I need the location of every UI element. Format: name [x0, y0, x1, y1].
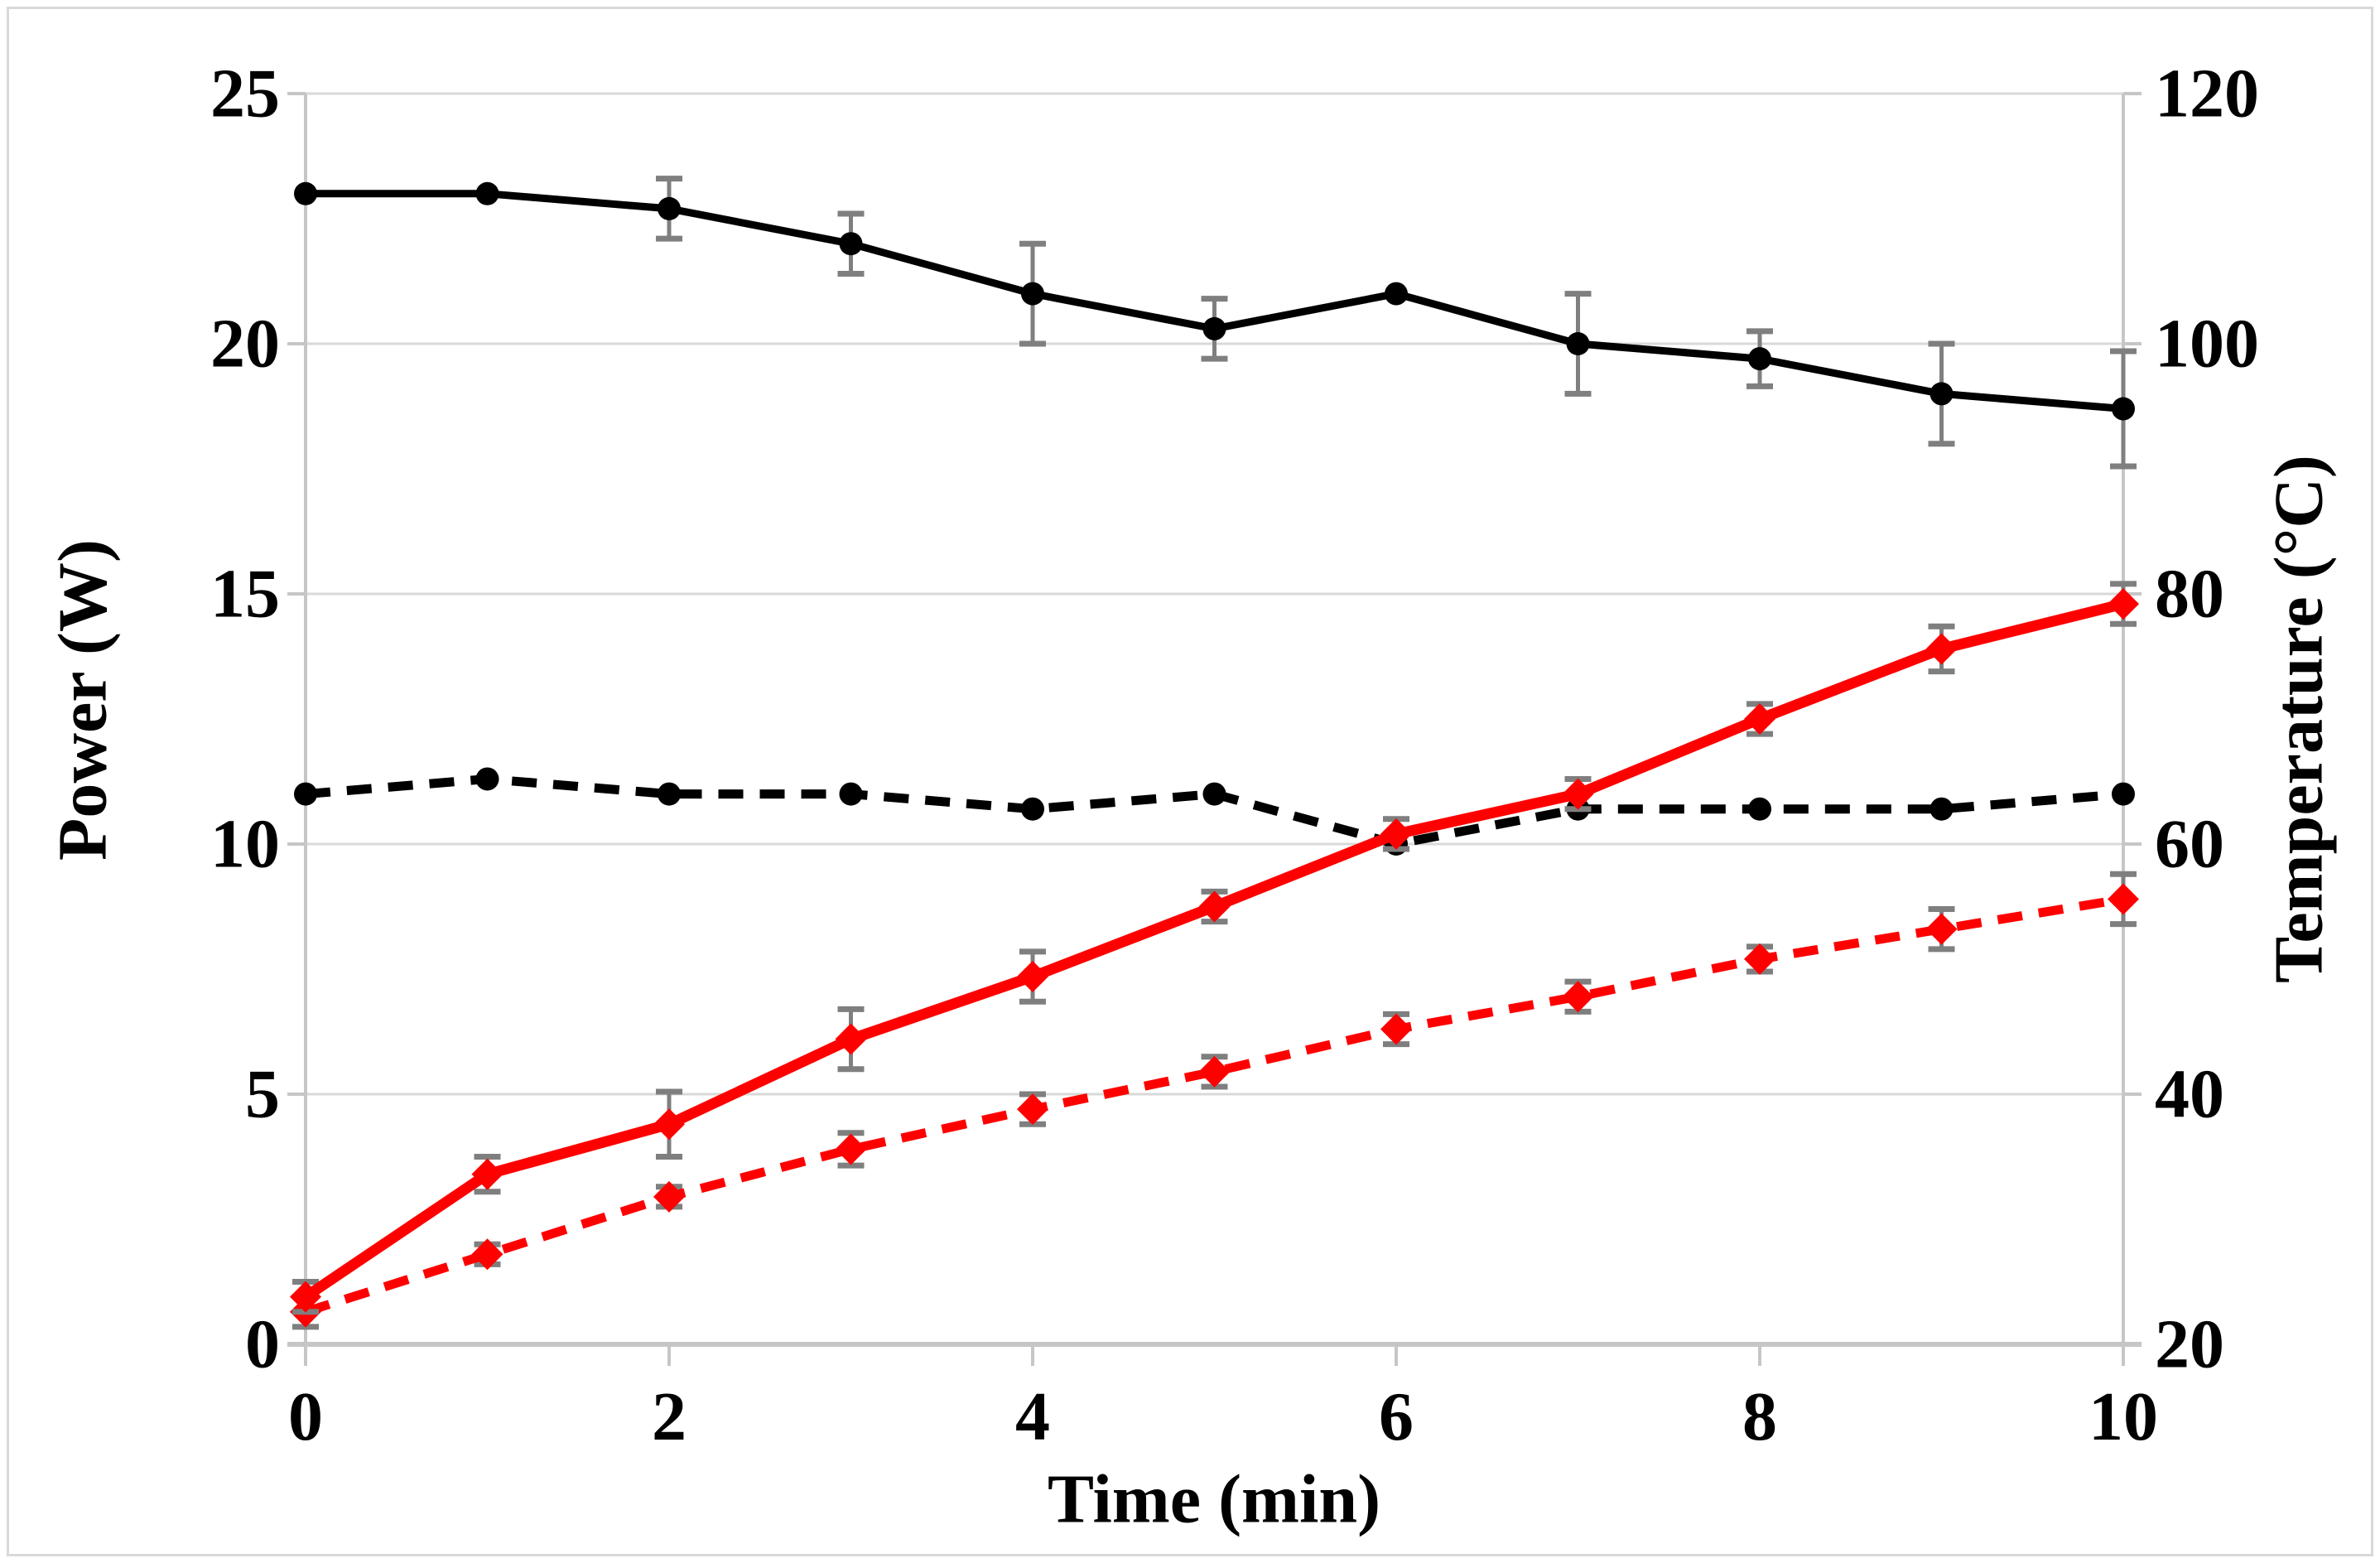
data-point-power_solid: [658, 196, 681, 220]
y-left-tick-label: 20: [210, 306, 280, 383]
data-point-power_dashed: [1748, 797, 1771, 821]
x-tick-label: 8: [1742, 1378, 1777, 1455]
data-point-power_dashed: [1930, 797, 1954, 821]
data-point-temperature_dashed: [1562, 981, 1594, 1013]
data-point-temperature_solid: [1562, 778, 1594, 810]
y-left-tick-label: 25: [210, 55, 280, 133]
data-point-power_solid: [294, 181, 317, 205]
data-point-temperature_dashed: [1198, 1055, 1231, 1088]
data-point-power_solid: [839, 232, 863, 256]
data-point-power_solid: [1021, 282, 1044, 306]
data-point-temperature_dashed: [835, 1133, 867, 1165]
data-point-power_solid: [1566, 332, 1590, 355]
y-axis-right-title: Temperature (°C): [2260, 455, 2338, 983]
data-point-temperature_dashed: [1744, 943, 1775, 975]
y-left-tick-label: 0: [245, 1306, 280, 1383]
y-left-tick-label: 15: [210, 556, 280, 633]
y-left-tick-label: 5: [245, 1056, 280, 1133]
data-point-power_dashed: [1021, 797, 1044, 821]
data-point-temperature_solid: [1380, 818, 1412, 850]
y-right-tick-label: 100: [2155, 306, 2259, 383]
data-point-power_solid: [1202, 316, 1226, 340]
y-right-tick-label: 120: [2155, 55, 2259, 133]
data-point-temperature_solid: [1744, 703, 1775, 735]
data-point-power_dashed: [1202, 782, 1226, 806]
x-tick-label: 2: [652, 1378, 687, 1455]
data-point-temperature_solid: [835, 1023, 867, 1055]
y-right-tick-label: 20: [2155, 1306, 2224, 1383]
x-tick-label: 0: [288, 1378, 323, 1455]
data-point-temperature_solid: [1925, 633, 1958, 665]
x-tick-label: 6: [1379, 1378, 1414, 1455]
data-point-temperature_solid: [290, 1281, 321, 1313]
x-tick-label: 10: [2089, 1378, 2158, 1455]
data-point-power_solid: [475, 181, 499, 205]
data-point-temperature_dashed: [653, 1180, 685, 1213]
data-point-temperature_solid: [653, 1108, 685, 1141]
data-point-temperature_solid: [471, 1158, 503, 1190]
data-point-power_solid: [2112, 397, 2135, 421]
data-point-power_dashed: [475, 767, 499, 791]
y-right-tick-label: 60: [2155, 806, 2224, 883]
data-point-temperature_dashed: [471, 1238, 503, 1271]
data-point-power_dashed: [839, 782, 863, 806]
data-point-power_dashed: [294, 782, 317, 806]
data-point-temperature_dashed: [1925, 913, 1958, 945]
x-axis-title: Time (min): [1047, 1460, 1381, 1538]
y-axis-left-title: Power (W): [44, 539, 122, 861]
x-tick-label: 4: [1015, 1378, 1050, 1455]
data-point-temperature_dashed: [1380, 1013, 1412, 1045]
y-right-tick-label: 40: [2155, 1056, 2224, 1133]
data-point-temperature_dashed: [1017, 1093, 1048, 1126]
data-point-power_solid: [1930, 382, 1954, 406]
series-line-temperature_dashed: [304, 895, 2124, 1316]
data-point-temperature_dashed: [2108, 883, 2139, 915]
y-left-tick-label: 10: [210, 806, 280, 883]
data-point-power_dashed: [2112, 782, 2135, 806]
data-point-power_solid: [1748, 347, 1771, 371]
data-point-power_solid: [1385, 282, 1408, 306]
series-line-temperature_solid: [302, 598, 2125, 1302]
y-right-tick-label: 80: [2155, 556, 2224, 633]
data-point-power_dashed: [658, 782, 681, 806]
data-point-temperature_solid: [1017, 961, 1048, 993]
data-point-temperature_solid: [2108, 588, 2139, 620]
data-point-temperature_solid: [1198, 890, 1231, 923]
